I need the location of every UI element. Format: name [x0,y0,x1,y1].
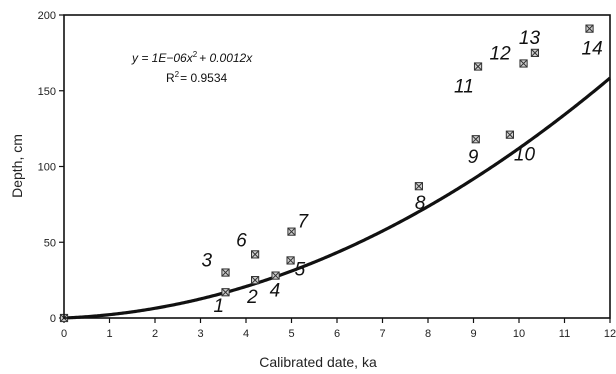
data-point-marker [286,256,295,265]
point-label: 12 [490,43,512,64]
x-tick-label: 0 [61,328,67,340]
point-label: 4 [270,281,281,302]
x-tick-label: 4 [243,328,249,340]
x-tick-label: 5 [288,328,294,340]
point-label: 5 [295,259,306,280]
point-label: 13 [519,28,541,49]
x-tick-label: 1 [106,328,112,340]
point-label: 2 [246,287,258,308]
data-point-marker [251,250,260,259]
y-tick-labels: 0 50 100 150 200 [38,10,56,325]
y-tick-label: 0 [50,313,56,325]
data-point-marker [271,271,280,280]
data-point-marker [221,288,230,297]
data-point-marker [585,24,594,33]
data-points [59,24,594,323]
data-point-marker [530,48,540,57]
data-point-marker [414,182,423,191]
data-point-marker [221,268,230,277]
x-tick-label: 9 [470,328,476,340]
point-label: 6 [236,230,247,251]
x-tick-label: 10 [513,328,525,340]
point-label: 11 [454,77,474,98]
point-label: 10 [514,145,536,166]
trendline-r-squared: R2= 0.9534 [166,70,227,85]
x-tick-label: 12 [604,328,616,340]
point-label: 8 [415,193,426,214]
data-point-marker [519,59,528,68]
point-label: 14 [582,39,603,60]
x-tick-label: 3 [197,328,203,340]
y-axis-title: Depth, cm [9,134,25,198]
trendline-curve [63,76,612,320]
y-tick-label: 100 [38,162,56,174]
x-tick-label: 11 [559,328,570,340]
y-tick-label: 50 [44,237,56,249]
x-tick-labels: 0 1 2 3 4 5 6 7 8 9 10 11 12 [61,328,616,340]
data-point-marker [473,62,483,71]
x-tick-label: 6 [334,328,340,340]
point-label: 9 [468,147,479,168]
data-point-marker [251,276,260,285]
data-point-marker [287,227,296,236]
x-tick-label: 7 [379,328,385,340]
y-tick-label: 200 [38,10,56,22]
data-point-marker [505,130,514,139]
point-label: 1 [214,296,225,317]
data-point-marker [471,135,480,144]
trendline-equation: y = 1E−06x2 + 0.0012x [131,50,253,65]
x-ticks [63,318,611,323]
plot-area-frame [63,14,611,319]
y-tick-label: 150 [38,86,56,98]
point-label: 3 [202,251,213,272]
x-tick-label: 2 [152,328,158,340]
x-axis-title: Calibrated date, ka [259,354,377,370]
point-label: 7 [298,212,310,233]
x-tick-label: 8 [425,328,431,340]
